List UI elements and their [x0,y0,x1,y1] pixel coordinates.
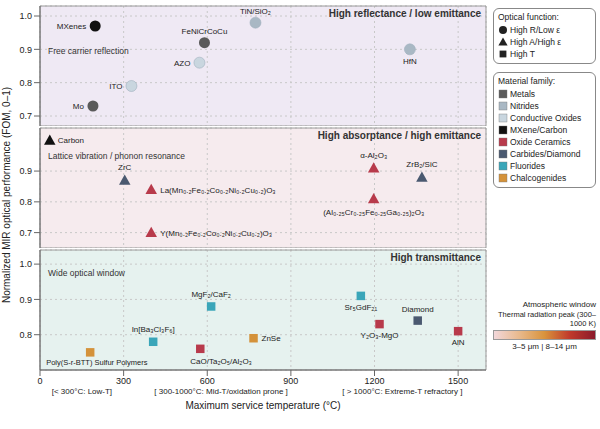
svg-text:(Al₀.₂₅Cr₀.₂₅Fe₀.₂₅Ga₀.₂₅)₂O₃: (Al₀.₂₅Cr₀.₂₅Fe₀.₂₅Ga₀.₂₅)₂O₃ [323,208,424,217]
svg-text:0: 0 [37,376,42,386]
svg-text:1200: 1200 [364,376,384,386]
svg-text:HfN: HfN [403,57,417,66]
svg-text:ITO: ITO [109,82,122,91]
svg-text:0.7: 0.7 [19,111,32,121]
html-text:High reflectance / low emittan: High reflectance / low emittance [328,8,481,19]
svg-text:Sr₅GdF₂₁: Sr₅GdF₂₁ [345,303,378,312]
html-text:Fluorides: Fluorides [510,161,545,171]
svg-text:1.0: 1.0 [19,11,32,21]
svg-text:900: 900 [283,376,298,386]
svg-text:300: 300 [116,376,131,386]
svg-text:AlN: AlN [452,338,465,347]
svg-text:α-Al₂O₃: α-Al₂O₃ [360,151,387,160]
html-text:Metals: Metals [510,89,535,99]
svg-text:0.9: 0.9 [19,166,32,176]
svg-text:0.8: 0.8 [19,78,32,88]
svg-text:Diamond: Diamond [402,305,434,314]
svg-text:0.9: 0.9 [19,295,32,305]
svg-text:FeNiCrCoCu: FeNiCrCoCu [182,27,228,36]
html-text:[ > 1000°C: Extreme-T refracto: [ > 1000°C: Extreme-T refractory ] [342,387,463,396]
svg-text:MXenes: MXenes [57,22,86,31]
html-text:High A/High ε: High A/High ε [510,37,561,47]
html-text:Maximum service temperature (°: Maximum service temperature (°C) [185,400,341,411]
svg-text:Y(Mn₀.₂Fe₀.₂Co₀.₂Ni₀.₂Cu₀.₂)O₃: Y(Mn₀.₂Fe₀.₂Co₀.₂Ni₀.₂Cu₀.₂)O₃ [160,229,272,238]
svg-text:La(Mn₀.₂Fe₀.₂Co₀.₂Ni₀.₂Cu₀.₂)O: La(Mn₀.₂Fe₀.₂Co₀.₂Ni₀.₂Cu₀.₂)O₃ [160,186,275,195]
svg-text:1500: 1500 [448,376,468,386]
html-text:[ 300-1000°C: Mid-T/oxidation: [ 300-1000°C: Mid-T/oxidation prone ] [154,387,288,396]
svg-text:1.0: 1.0 [19,259,32,269]
html-text:Optical function:: Optical function: [498,12,559,22]
html-text:[< 300°C: Low-T]: [< 300°C: Low-T] [51,387,113,396]
html-text:Material family:: Material family: [498,76,556,86]
svg-text:AZO: AZO [174,59,190,68]
svg-text:Carbon: Carbon [58,136,84,145]
svg-text:TiN/SiO₂: TiN/SiO₂ [240,7,271,16]
html-text:Conductive Oxides: Conductive Oxides [510,113,582,123]
svg-text:MgF₂/CaF₂: MgF₂/CaF₂ [191,290,231,299]
svg-text:Normalized MIR optical perform: Normalized MIR optical performance (FOM,… [1,87,12,303]
html-text:Atmospheric window: Atmospheric window [522,300,596,309]
html-text:Thermal radiation peak (300–10: Thermal radiation peak (300–1000 K) [498,310,596,328]
html-text:MXene/Carbon: MXene/Carbon [510,125,568,135]
svg-text:0.9: 0.9 [19,45,32,55]
svg-text:Y₂O₃-MgO: Y₂O₃-MgO [361,331,399,340]
html-text:Lattice vibration / phonon res: Lattice vibration / phonon resonance [48,151,185,161]
svg-text:ZrC: ZrC [118,163,132,172]
svg-text:In[Ba₃Cl₃F₆]: In[Ba₃Cl₃F₆] [132,325,175,334]
html-text:Chalcogenides: Chalcogenides [510,173,567,183]
html-text:High T: High T [510,49,535,59]
html-text:Wide optical window: Wide optical window [48,268,125,278]
svg-text:0.8: 0.8 [19,197,32,207]
html-text:High R/Low ε: High R/Low ε [510,25,561,35]
html-text:Free carrier reflection: Free carrier reflection [48,46,129,56]
svg-text:CaO/Ta₂O₅/Al₂O₃: CaO/Ta₂O₅/Al₂O₃ [190,357,252,366]
svg-text:ZrB₂/SiC: ZrB₂/SiC [406,160,437,169]
svg-text:0.7: 0.7 [19,228,32,238]
html-text:High transmittance: High transmittance [390,252,481,263]
html-text:3–5 μm | 8–14 μm: 3–5 μm | 8–14 μm [512,342,577,351]
html-text:Nitrides: Nitrides [510,101,539,111]
svg-text:600: 600 [200,376,215,386]
svg-text:ZnSe: ZnSe [262,334,282,343]
svg-text:Poly(S-r-BTT) Sulfur Polymers: Poly(S-r-BTT) Sulfur Polymers [46,358,148,367]
svg-text:0.8: 0.8 [19,330,32,340]
html-text:High absorptance / high emitta: High absorptance / high emittance [317,130,481,141]
html-text:Carbides/Diamond: Carbides/Diamond [510,149,581,159]
svg-text:Mo: Mo [73,102,85,111]
html-text:Oxide Ceramics: Oxide Ceramics [510,137,571,147]
